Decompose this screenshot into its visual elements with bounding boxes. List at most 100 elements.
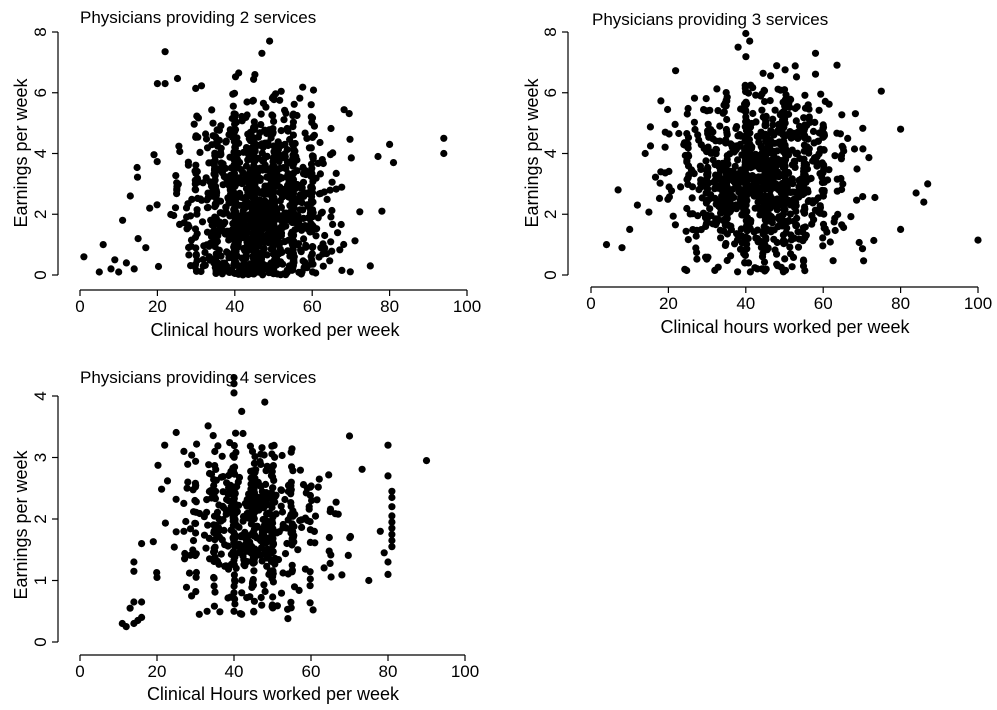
data-point (174, 180, 182, 188)
data-point (227, 550, 235, 559)
data-point (172, 495, 180, 503)
data-point (683, 110, 691, 118)
data-point (830, 218, 838, 226)
data-point (897, 225, 905, 233)
data-point (197, 267, 205, 276)
data-point (811, 49, 820, 57)
data-point (209, 119, 217, 127)
data-point (173, 74, 182, 83)
data-point (833, 61, 841, 69)
data-point (175, 142, 183, 150)
data-point (859, 124, 867, 132)
data-point (277, 127, 285, 135)
data-point (217, 122, 225, 130)
data-point (205, 469, 214, 478)
data-point (230, 499, 239, 507)
data-point (282, 188, 290, 196)
data-point (723, 128, 731, 136)
data-point (197, 82, 206, 90)
x-tick-label: 0 (75, 297, 84, 316)
data-point (307, 144, 315, 152)
data-point (684, 134, 693, 142)
data-point (269, 578, 277, 586)
data-point (220, 504, 228, 512)
data-point (697, 176, 705, 184)
data-point (328, 247, 336, 255)
data-point (289, 179, 297, 187)
data-point (210, 170, 218, 178)
data-point (180, 499, 188, 507)
data-point (789, 253, 798, 261)
data-point (754, 198, 762, 206)
data-point (249, 96, 257, 104)
data-point (792, 222, 800, 230)
data-point (267, 489, 276, 497)
data-point (376, 527, 384, 535)
data-point (833, 187, 841, 195)
data-point (388, 487, 396, 495)
data-point (299, 178, 308, 186)
data-point (210, 582, 218, 590)
data-point (269, 154, 278, 163)
y-tick-label: 0 (541, 270, 560, 279)
data-point (692, 232, 700, 240)
data-point (271, 453, 279, 461)
data-point (275, 241, 283, 249)
data-point (283, 539, 291, 548)
data-point (817, 90, 825, 98)
data-point (281, 153, 289, 161)
data-point (230, 582, 238, 590)
data-point (303, 264, 311, 272)
data-point (780, 86, 789, 94)
data-point (230, 261, 238, 269)
data-point (332, 498, 340, 506)
data-point (230, 535, 238, 543)
y-tick-label: 2 (541, 210, 560, 219)
data-point (351, 237, 359, 245)
x-tick-label: 100 (453, 297, 481, 316)
data-point (800, 177, 809, 185)
data-point (107, 265, 115, 273)
data-point (170, 543, 178, 551)
data-point (771, 106, 779, 114)
data-point (740, 100, 749, 108)
data-point (686, 210, 694, 218)
data-point (337, 220, 345, 229)
data-point (161, 441, 169, 449)
data-point (233, 483, 241, 491)
data-point (235, 540, 243, 548)
data-point (246, 166, 254, 174)
data-point (897, 125, 905, 133)
data-point (689, 226, 697, 234)
data-point (217, 473, 225, 481)
data-point (785, 196, 793, 204)
data-point (839, 180, 847, 188)
data-point (299, 83, 307, 91)
data-point (215, 136, 223, 144)
data-point (211, 176, 219, 184)
data-point (730, 193, 738, 202)
data-point (786, 179, 794, 187)
data-point (297, 246, 305, 254)
data-point (303, 134, 311, 142)
data-point (238, 576, 246, 584)
data-point (760, 86, 768, 94)
data-point (769, 158, 778, 166)
data-point (231, 515, 239, 524)
data-point (785, 169, 793, 177)
data-point (742, 53, 750, 61)
data-point (755, 138, 763, 146)
data-point (308, 250, 316, 258)
data-point (737, 105, 745, 113)
data-point (173, 186, 181, 194)
data-point (774, 85, 782, 93)
data-point (249, 546, 257, 554)
data-point (294, 546, 302, 554)
data-point (234, 236, 242, 244)
data-point (683, 266, 691, 275)
data-point (702, 95, 710, 103)
data-point (388, 503, 396, 511)
panel-title: Physicians providing 2 services (80, 8, 316, 27)
data-point (800, 114, 808, 122)
data-point (222, 164, 230, 172)
